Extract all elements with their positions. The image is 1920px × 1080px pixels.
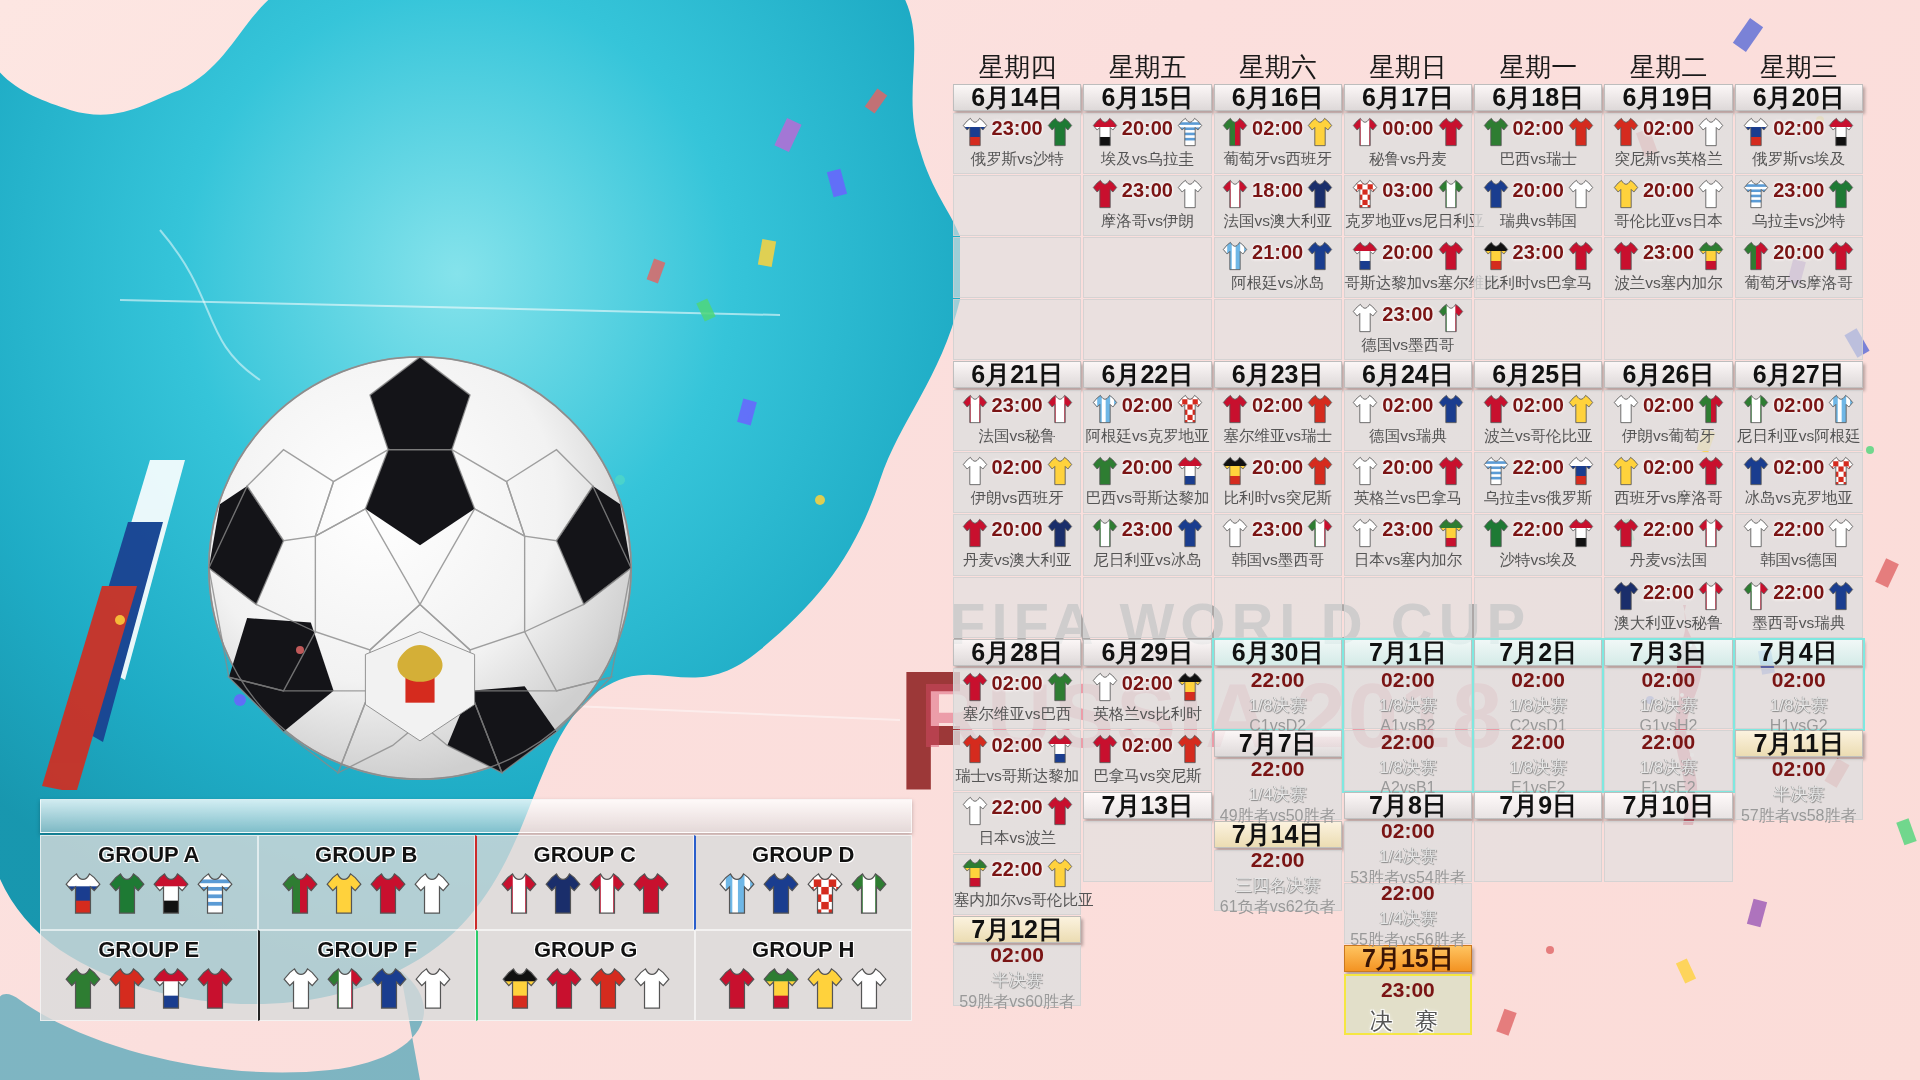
svg-text:R: R <box>895 636 960 826</box>
